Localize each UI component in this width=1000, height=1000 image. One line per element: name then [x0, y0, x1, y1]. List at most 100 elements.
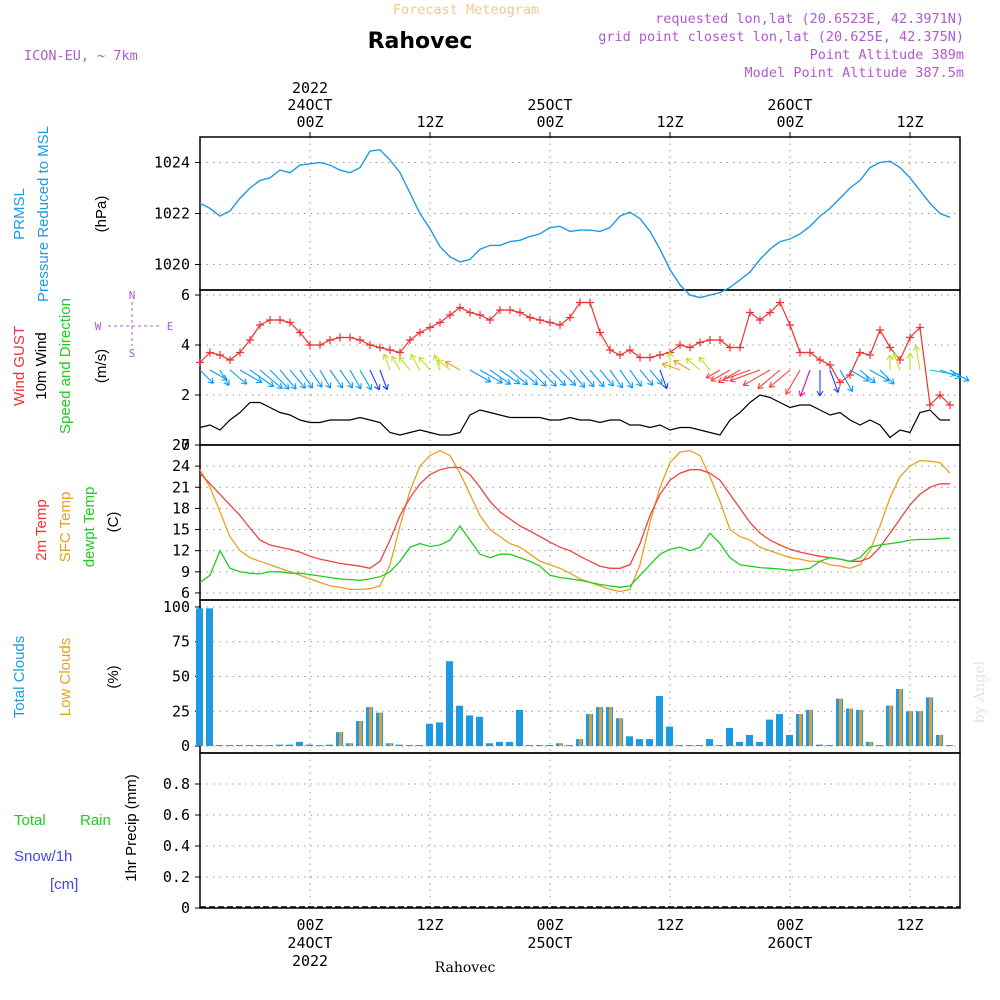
- gust-point: [616, 351, 624, 359]
- gust-point: [836, 378, 844, 387]
- top-time-label: 00Z: [776, 113, 803, 131]
- low-cloud-bar: [349, 743, 352, 747]
- wind-direction-arrow: [339, 369, 354, 389]
- bottom-time-label: 12Z: [416, 916, 443, 934]
- total-cloud-bar: [546, 745, 553, 747]
- gust-point: [706, 336, 714, 344]
- total-cloud-bar: [256, 745, 263, 747]
- gust-point: [546, 318, 554, 327]
- gust-point: [466, 308, 474, 317]
- low-cloud-bar: [799, 714, 802, 747]
- wind-direction-arrow: [729, 369, 761, 383]
- wind-direction-arrow: [519, 369, 539, 386]
- low-cloud-bar: [929, 697, 932, 747]
- gust-point: [846, 371, 854, 379]
- gust-label: Wind GUST: [11, 326, 28, 406]
- wind-direction-arrow: [509, 369, 529, 386]
- gust-point: [896, 356, 904, 364]
- total-cloud-bar: [566, 745, 573, 747]
- wind-direction-arrow: [710, 369, 731, 382]
- gust-point: [396, 348, 404, 357]
- gust-point: [676, 341, 684, 349]
- low-cloud-bar: [909, 711, 912, 747]
- wind-direction-arrow: [629, 369, 643, 387]
- total-cloud-bar: [626, 736, 633, 747]
- temp2m-series-line: [199, 466, 950, 569]
- wind-direction-arrow: [798, 369, 811, 397]
- wind-unit-label: (m/s): [93, 349, 110, 383]
- clouds-ytick-label: 75: [172, 633, 190, 651]
- total-cloud-bar: [946, 745, 953, 747]
- bottom-time-label: 00Z: [776, 916, 803, 934]
- low-cloud-bar: [869, 741, 872, 747]
- top-time-label: 12Z: [416, 113, 443, 131]
- total-cloud-bar: [216, 745, 223, 747]
- low-cloud-bar: [339, 732, 342, 747]
- total-cloud-bar: [536, 745, 543, 747]
- total-cloud-bar: [646, 739, 653, 747]
- temp-ytick-label: 21: [172, 478, 190, 496]
- total-cloud-bar: [656, 695, 663, 747]
- wind-direction-arrow: [698, 356, 711, 371]
- gust-point: [816, 356, 824, 364]
- gust-point: [256, 321, 264, 329]
- total-cloud-bar: [456, 705, 463, 747]
- gust-point: [306, 341, 314, 349]
- wind-direction-arrow: [757, 369, 781, 390]
- cloud-unit-label: (%): [105, 665, 122, 688]
- total-cloud-bar: [746, 734, 753, 747]
- total-cloud-bar: [696, 745, 703, 747]
- requested-coords: requested lon,lat (20.6523E, 42.3971N): [655, 11, 964, 27]
- bottom-time-label: 00Z: [536, 916, 563, 934]
- wind-ytick-label: 0: [181, 436, 190, 454]
- model-label: ICON-EU, ~ 7km: [24, 48, 138, 64]
- wind-direction-arrow: [410, 353, 421, 371]
- wind-direction-arrow: [499, 369, 521, 385]
- wind-direction-arrow: [913, 345, 921, 371]
- wind-direction-arrow: [379, 369, 389, 391]
- gust-point: [386, 346, 394, 354]
- product-title: Forecast Meteogram: [393, 2, 539, 18]
- total-cloud-bar: [446, 661, 453, 747]
- temp-ytick-label: 27: [172, 436, 190, 454]
- wind-direction-arrow: [579, 369, 595, 388]
- total-cloud-bar: [496, 741, 503, 747]
- clouds-ytick-label: 100: [163, 598, 190, 616]
- wind-direction-arrow: [391, 355, 401, 371]
- precip-ytick-label: 0.4: [163, 837, 190, 855]
- gust-point: [786, 321, 794, 329]
- pressure-ytick-label: 1022: [154, 205, 190, 223]
- wind-speed-dir-label: Speed and Direction: [57, 298, 74, 434]
- gust-point: [566, 313, 574, 322]
- precip-unit-label: 1hr Precip (mm): [123, 774, 140, 882]
- gust-point: [426, 323, 434, 332]
- temp-ytick-label: 24: [172, 457, 190, 475]
- total-cloud-bar: [756, 741, 763, 747]
- sfc-temp-label: SFC Temp: [57, 492, 74, 563]
- pressure-series-line: [199, 149, 951, 299]
- total-cloud-bar: [436, 722, 443, 747]
- wind-direction-arrow: [859, 369, 876, 384]
- wind-direction-arrow: [742, 369, 771, 387]
- total-cloud-bar: [286, 744, 293, 747]
- wind-direction-arrow: [839, 369, 854, 393]
- gust-point: [686, 343, 694, 352]
- wind-direction-arrow: [432, 354, 441, 371]
- temp-ytick-label: 18: [172, 499, 190, 517]
- top-time-label: 24OCT: [287, 96, 332, 114]
- wind10m-series-line: [199, 394, 950, 439]
- gust-point: [496, 306, 504, 314]
- wind-direction-arrow: [199, 369, 214, 384]
- gust-point: [526, 313, 534, 322]
- wind-direction-arrow: [369, 369, 381, 391]
- total-cloud-bar: [396, 744, 403, 747]
- low-cloud-bar: [369, 707, 372, 747]
- wind-ytick-label: 4: [181, 336, 190, 354]
- pressure-panel: 1020 1022 1024: [154, 136, 961, 291]
- total-cloud-bar: [666, 726, 673, 747]
- wind-direction-arrow: [639, 369, 654, 386]
- top-time-label: 12Z: [656, 113, 683, 131]
- wind-direction-arrow: [685, 357, 701, 371]
- wind-direction-arrow: [569, 369, 586, 389]
- total-cloud-bar: [736, 741, 743, 747]
